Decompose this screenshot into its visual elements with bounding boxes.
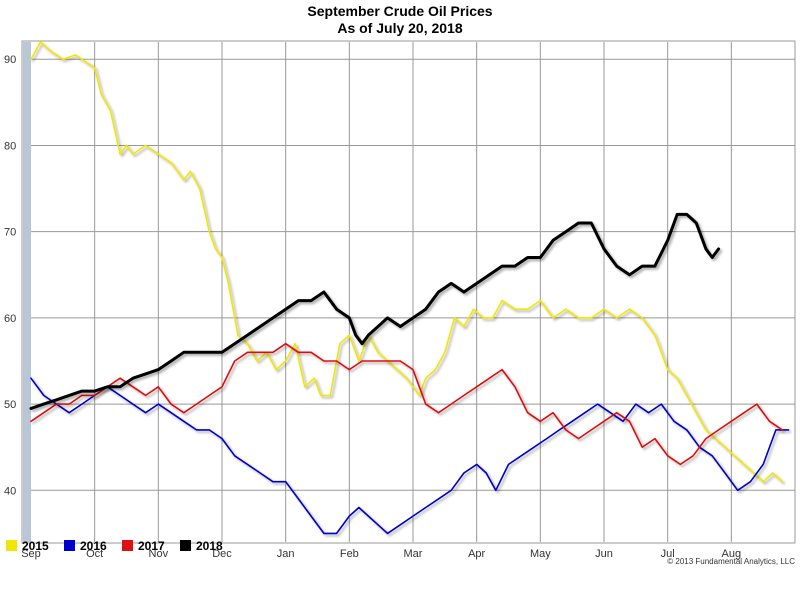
legend-swatch-2018 bbox=[180, 540, 191, 551]
series-line-2018 bbox=[29, 212, 721, 410]
x-tick-label: Jul bbox=[661, 548, 675, 560]
legend-label-2015: 2015 bbox=[22, 539, 49, 553]
y-tick-label: 90 bbox=[4, 54, 16, 66]
x-tick-label: Jan bbox=[277, 548, 295, 560]
x-tick-label: Sep bbox=[21, 548, 41, 560]
x-tick-label: Mar bbox=[404, 548, 423, 560]
legend-swatch-2016 bbox=[64, 540, 75, 551]
plot-area bbox=[21, 40, 796, 544]
credit-text: © 2013 Fundamental Analytics, LLC bbox=[667, 557, 795, 566]
chart-title: September Crude Oil Prices bbox=[307, 3, 492, 19]
legend-label-2018: 2018 bbox=[196, 539, 223, 553]
series-line-2017 bbox=[30, 342, 784, 466]
x-tick-label: May bbox=[530, 548, 551, 560]
legend-swatch-2015 bbox=[6, 540, 17, 551]
y-tick-label: 70 bbox=[4, 227, 16, 239]
left-axis-band bbox=[23, 42, 31, 542]
legend-label-2017: 2017 bbox=[138, 539, 165, 553]
legend-swatch-2017 bbox=[122, 540, 133, 551]
series-line-2016 bbox=[30, 377, 790, 535]
x-tick-label: Nov bbox=[149, 548, 169, 560]
x-tick-label: Jun bbox=[595, 548, 613, 560]
y-tick-label: 50 bbox=[4, 399, 16, 411]
x-axis: Sep Oct Nov Dec Jan Feb Mar Apr May Jun Jul Aug bbox=[21, 548, 741, 560]
y-tick-label: 40 bbox=[4, 485, 16, 497]
x-tick-label: Oct bbox=[86, 548, 103, 560]
x-tick-label: Aug bbox=[722, 548, 742, 560]
legend-label-2016: 2016 bbox=[80, 539, 107, 553]
x-tick-label: Apr bbox=[468, 548, 485, 560]
y-axis: 40 50 60 70 80 90 bbox=[4, 54, 16, 497]
grid bbox=[31, 42, 795, 542]
y-tick-label: 60 bbox=[4, 313, 16, 325]
legend: 2015 2016 2017 2018 bbox=[6, 539, 223, 553]
series-lines bbox=[29, 41, 790, 535]
chart-subtitle: As of July 20, 2018 bbox=[337, 20, 463, 36]
x-tick-label: Dec bbox=[212, 548, 232, 560]
x-tick-label: Feb bbox=[340, 548, 359, 560]
y-tick-label: 80 bbox=[4, 140, 16, 152]
